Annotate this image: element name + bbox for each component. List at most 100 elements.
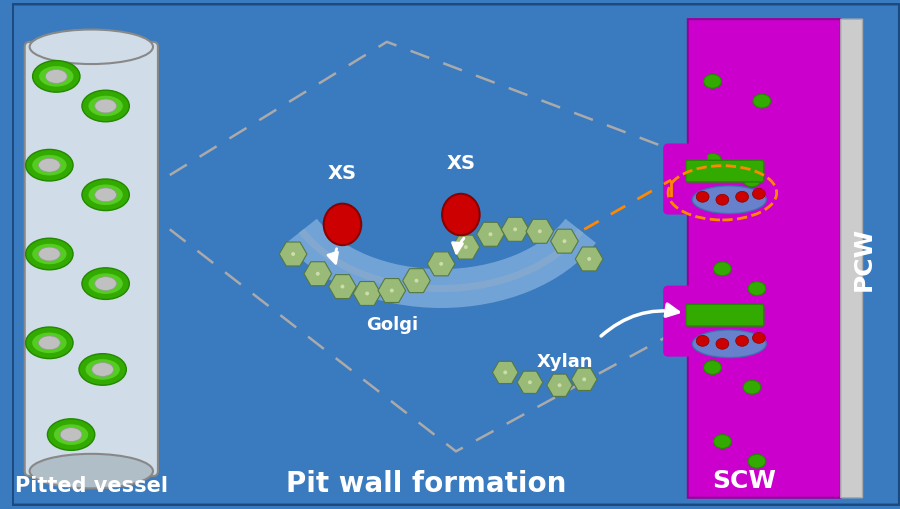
Polygon shape [526,219,554,243]
Ellipse shape [503,371,508,375]
Ellipse shape [735,335,749,346]
FancyBboxPatch shape [686,160,764,182]
Text: PCW: PCW [851,227,876,291]
Text: Xylan: Xylan [536,353,593,371]
Ellipse shape [324,204,361,245]
Ellipse shape [26,327,73,359]
Ellipse shape [582,377,586,381]
FancyBboxPatch shape [12,4,900,505]
Ellipse shape [692,186,766,214]
Text: XS: XS [328,164,357,183]
Ellipse shape [94,99,116,113]
Polygon shape [501,217,529,241]
Ellipse shape [88,273,123,295]
Ellipse shape [442,194,480,235]
Ellipse shape [45,69,68,83]
Polygon shape [354,281,381,305]
Ellipse shape [697,191,709,202]
Polygon shape [572,368,597,390]
Text: Golgi: Golgi [365,316,418,334]
Ellipse shape [464,245,468,249]
Ellipse shape [714,435,732,448]
Ellipse shape [390,289,394,293]
Text: Pit wall formation: Pit wall formation [286,470,566,498]
Polygon shape [279,242,307,266]
FancyBboxPatch shape [686,304,764,326]
Ellipse shape [32,154,68,176]
Polygon shape [551,229,579,253]
Ellipse shape [340,285,345,289]
Ellipse shape [513,228,518,231]
Ellipse shape [752,332,765,343]
Ellipse shape [753,94,770,108]
Ellipse shape [94,277,116,291]
Ellipse shape [562,239,566,243]
Polygon shape [378,278,406,302]
Ellipse shape [26,150,73,181]
Ellipse shape [439,262,443,266]
Ellipse shape [716,338,729,349]
Polygon shape [575,247,603,271]
Ellipse shape [60,428,82,441]
FancyBboxPatch shape [24,42,158,476]
Polygon shape [304,262,331,286]
Ellipse shape [704,360,722,375]
Ellipse shape [82,179,130,211]
Ellipse shape [79,354,126,385]
Ellipse shape [365,292,369,295]
Ellipse shape [32,332,68,354]
Ellipse shape [587,257,591,261]
Ellipse shape [743,380,760,394]
Polygon shape [477,222,504,246]
Ellipse shape [88,184,123,206]
Ellipse shape [316,272,320,276]
Ellipse shape [291,252,295,256]
Ellipse shape [39,158,60,172]
Ellipse shape [714,262,732,276]
Ellipse shape [53,423,89,445]
Ellipse shape [92,362,113,376]
Ellipse shape [558,383,562,387]
Polygon shape [428,252,455,276]
Polygon shape [402,269,430,293]
Polygon shape [518,371,543,393]
Polygon shape [328,275,356,299]
Ellipse shape [85,359,121,380]
FancyBboxPatch shape [663,286,707,357]
Ellipse shape [30,454,153,488]
Ellipse shape [704,74,722,88]
Ellipse shape [735,191,749,202]
Ellipse shape [48,419,94,450]
Ellipse shape [39,66,74,87]
Ellipse shape [30,30,153,64]
FancyBboxPatch shape [841,19,862,498]
Polygon shape [452,235,480,259]
Polygon shape [492,361,518,384]
Ellipse shape [94,188,116,202]
Ellipse shape [88,95,123,117]
Ellipse shape [748,455,766,468]
FancyBboxPatch shape [688,19,841,498]
Ellipse shape [538,230,542,233]
Ellipse shape [697,335,709,346]
Ellipse shape [415,278,419,282]
FancyBboxPatch shape [663,144,707,214]
Text: Pitted vessel: Pitted vessel [15,476,168,496]
Ellipse shape [82,90,130,122]
Ellipse shape [716,194,729,205]
Ellipse shape [39,247,60,261]
Ellipse shape [692,330,766,358]
Ellipse shape [82,268,130,299]
Ellipse shape [489,232,492,236]
Ellipse shape [748,281,766,295]
Polygon shape [546,374,572,397]
Text: XS: XS [446,154,475,173]
Ellipse shape [39,336,60,350]
Ellipse shape [26,238,73,270]
Ellipse shape [704,153,722,167]
Ellipse shape [32,243,68,265]
Ellipse shape [32,61,80,92]
Ellipse shape [528,380,532,384]
Text: SCW: SCW [712,469,776,493]
Ellipse shape [752,188,765,199]
